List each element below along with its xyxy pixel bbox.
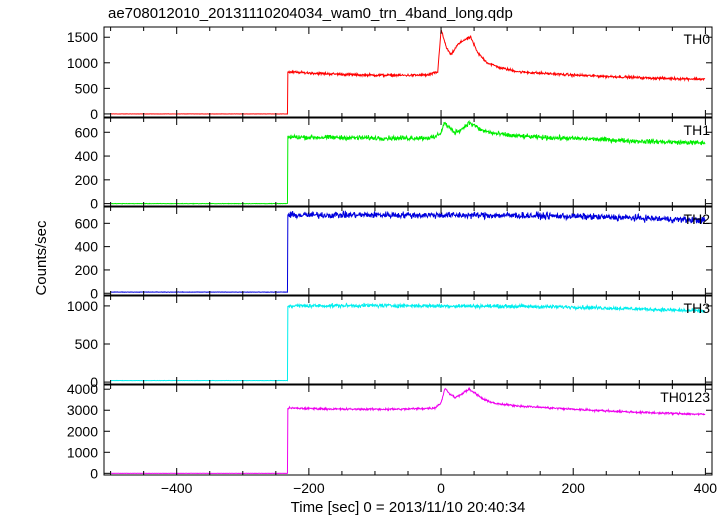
- x-axis-label: Time [sec] 0 = 2013/11/10 20:40:34: [291, 499, 526, 516]
- y-axis-label: Counts/sec: [33, 220, 50, 296]
- series-line-th3: [110, 302, 706, 382]
- y-tick-label: 500: [75, 80, 99, 96]
- y-tick-label: 1000: [67, 298, 98, 314]
- series-line-th0123: [110, 386, 706, 474]
- y-tick-label: 600: [75, 124, 99, 140]
- panel-th1: 0 200 400 600 TH1: [75, 117, 713, 212]
- series-line-th0: [110, 30, 706, 115]
- panel-th2: 0 200 400 600 TH2: [75, 206, 713, 301]
- panels: 0 500 1000 1500 TH0 0 200 400 600 TH1 0 200 400 600 TH…: [67, 26, 718, 496]
- y-tick-label: 0: [90, 106, 98, 122]
- series-line-th2: [110, 210, 706, 293]
- x-tick-label: 400: [694, 480, 718, 496]
- panel-th0123: 0 1000 2000 3000 4000 TH0123: [67, 381, 713, 481]
- series-line-th1: [110, 120, 706, 205]
- y-tick-label: 1000: [67, 55, 98, 71]
- panel-label: TH2: [684, 211, 711, 227]
- panel-th3: 0 500 1000 TH3: [67, 295, 713, 390]
- y-tick-label: 600: [75, 215, 99, 231]
- x-tick-label: 0: [437, 480, 445, 496]
- x-tick-label: 200: [562, 480, 586, 496]
- panel-frame: [103, 384, 713, 476]
- x-tick-label: −200: [293, 480, 325, 496]
- panel-label: TH1: [684, 122, 711, 138]
- y-tick-label: 0: [90, 196, 98, 212]
- x-tick-label: −400: [161, 480, 193, 496]
- y-tick-label: 4000: [67, 381, 98, 397]
- chart-title: ae708012010_20131110204034_wam0_trn_4ban…: [108, 5, 513, 22]
- y-tick-label: 1000: [67, 444, 98, 460]
- panel-label: TH0123: [660, 389, 710, 405]
- panel-frame: [103, 206, 713, 296]
- panel-label: TH0: [684, 31, 711, 47]
- y-tick-label: 200: [75, 172, 99, 188]
- y-tick-label: 500: [75, 336, 99, 352]
- y-tick-label: 0: [90, 465, 98, 481]
- y-tick-label: 1500: [67, 29, 98, 45]
- y-tick-label: 0: [90, 285, 98, 301]
- y-tick-label: 400: [75, 148, 99, 164]
- panel-frame: [103, 26, 713, 118]
- y-tick-label: 2000: [67, 423, 98, 439]
- y-tick-label: 200: [75, 262, 99, 278]
- panel-label: TH3: [684, 300, 711, 316]
- panel-frame: [103, 117, 713, 207]
- panel-th0: 0 500 1000 1500 TH0: [67, 26, 713, 122]
- y-tick-label: 3000: [67, 402, 98, 418]
- y-tick-label: 0: [90, 374, 98, 390]
- y-tick-label: 400: [75, 239, 99, 255]
